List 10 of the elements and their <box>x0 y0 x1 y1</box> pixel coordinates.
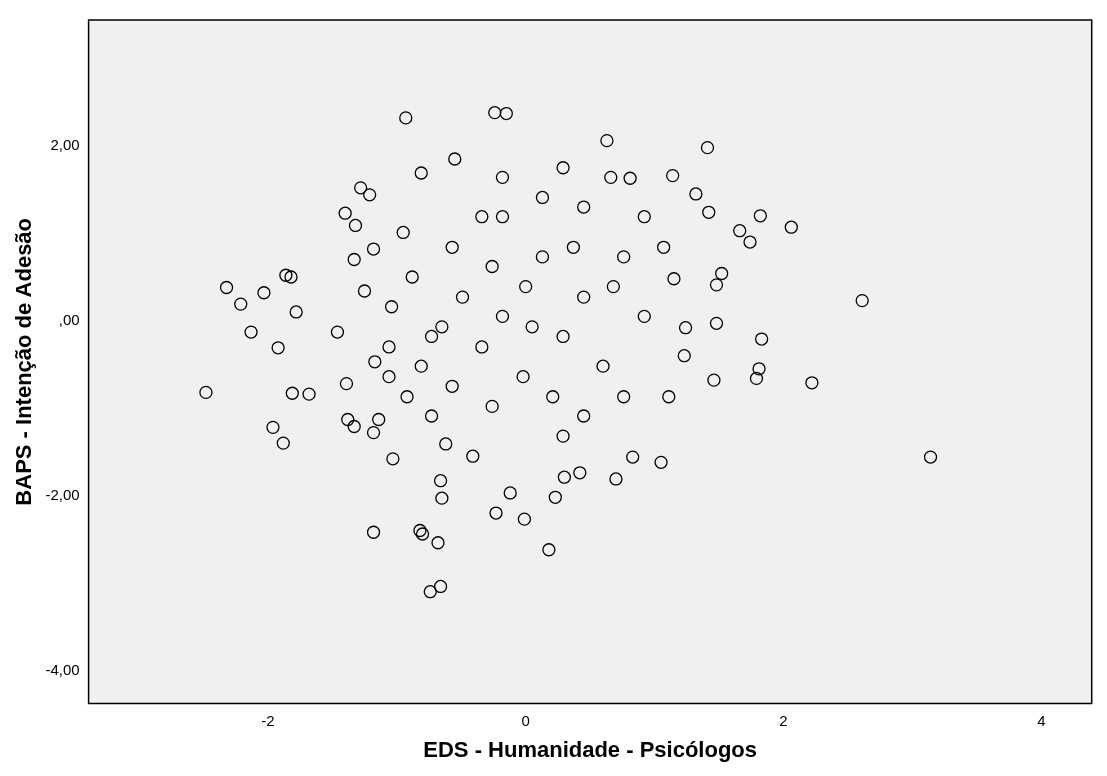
x-tick-label: 0 <box>521 711 530 729</box>
x-axis-title: EDS - Humanidade - Psicólogos <box>423 736 757 762</box>
x-tick-label: 2 <box>779 711 788 729</box>
y-axis-title: BAPS - Intenção de Adesão <box>11 217 37 506</box>
y-tick-label: -4,00 <box>45 660 80 678</box>
x-tick-label: 4 <box>1037 711 1046 729</box>
x-tick-label: -2 <box>261 711 275 729</box>
y-tick-label: 2,00 <box>50 136 80 154</box>
y-tick-label: ,00 <box>58 310 80 328</box>
y-tick-label: -2,00 <box>45 485 80 503</box>
